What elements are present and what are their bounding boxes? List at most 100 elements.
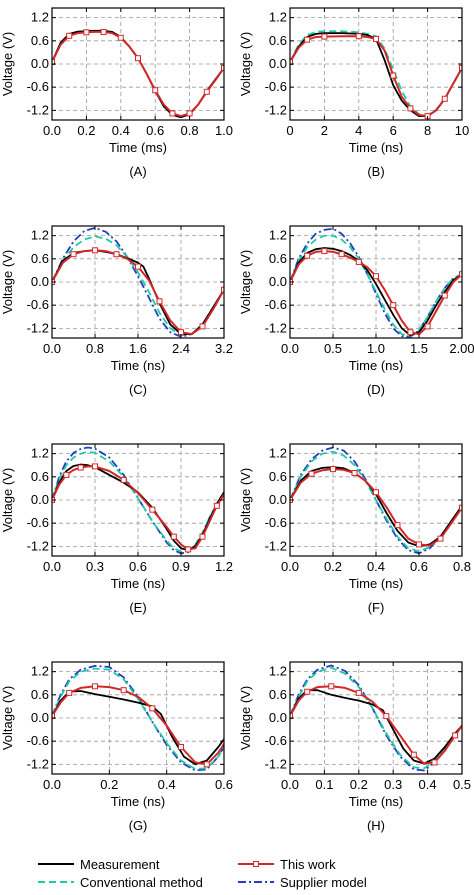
y-tick-label: 0.6 — [269, 687, 287, 702]
y-tick-label: -0.6 — [27, 297, 49, 312]
y-tick-label: -0.6 — [265, 297, 287, 312]
series-marker — [383, 713, 390, 720]
series-marker — [92, 247, 98, 254]
series-marker — [169, 110, 176, 117]
series-marker — [199, 323, 206, 330]
legend-label: This work — [280, 857, 336, 872]
series-marker — [199, 533, 206, 540]
panel-label: (H) — [367, 818, 385, 833]
x-tick-label: 0.2 — [350, 777, 368, 792]
panel-label: (E) — [129, 600, 146, 615]
y-tick-label: 0.0 — [269, 56, 287, 71]
y-tick-label: -0.6 — [27, 515, 49, 530]
series-marker — [441, 95, 448, 102]
y-tick-label: 0.0 — [269, 710, 287, 725]
x-tick-label: 0.4 — [367, 559, 385, 574]
y-tick-label: -0.6 — [265, 79, 287, 94]
x-tick-label: 2.00 — [449, 341, 474, 356]
series-marker — [213, 502, 220, 509]
y-tick-label: -1.2 — [265, 756, 287, 771]
series-marker — [70, 251, 77, 258]
chart-panel-g: 0.0 0.2 0.4 0.6 1.2 0.6 0.0 -0.6 -1.2 Time (ns) Vo… — [0, 661, 233, 833]
x-axis-title: Time (ms) — [109, 140, 167, 155]
y-tick-label: -0.6 — [27, 733, 49, 748]
y-tick-label: 1.2 — [31, 10, 49, 25]
y-tick-label: 1.2 — [269, 446, 287, 461]
series-line-conventional-method — [52, 235, 224, 337]
series-marker — [304, 36, 311, 43]
x-tick-label: 0.4 — [419, 777, 437, 792]
y-tick-label: -1.2 — [27, 102, 49, 117]
x-tick-label: 0 — [286, 123, 293, 138]
series-marker — [156, 298, 163, 305]
y-tick-label: -1.2 — [265, 538, 287, 553]
legend-item-measurement: Measurement — [38, 857, 160, 872]
series-line-supplier-model — [52, 665, 224, 772]
x-tick-label: 10 — [455, 123, 469, 138]
series-marker — [437, 535, 444, 542]
x-tick-label: 1.2 — [215, 559, 233, 574]
panel-label: (C) — [129, 382, 147, 397]
series-marker — [178, 743, 184, 750]
series-line-this-work — [52, 30, 224, 118]
series-line-measurement — [290, 689, 462, 765]
series-marker — [227, 733, 232, 738]
panel-label: (B) — [367, 164, 384, 179]
x-tick-label: 0.8 — [86, 341, 104, 356]
y-tick-label: 0.6 — [31, 469, 49, 484]
x-axis-title: Time (ns) — [111, 576, 165, 591]
series-marker — [221, 64, 224, 71]
x-axis-title: Time (ns) — [349, 358, 403, 373]
series-marker — [135, 55, 141, 62]
legend-item-this-work: This work — [238, 857, 336, 872]
panel-label: (F) — [368, 600, 385, 615]
series-marker — [355, 33, 362, 40]
y-tick-label: 0.6 — [269, 251, 287, 266]
series-line-conventional-method — [290, 234, 462, 338]
y-axis-title: Voltage (V) — [0, 250, 15, 314]
series-marker — [113, 251, 120, 258]
x-tick-label: 2 — [321, 123, 328, 138]
x-tick-label: 3.2 — [215, 341, 233, 356]
x-tick-label: 0.2 — [100, 777, 118, 792]
x-tick-label: 0.0 — [43, 777, 61, 792]
y-axis-title: Voltage (V) — [238, 32, 253, 96]
x-tick-label: 0.6 — [129, 559, 147, 574]
y-axis-title: Voltage (V) — [0, 686, 15, 750]
x-tick-label: 0.6 — [215, 777, 233, 792]
series-marker — [351, 469, 358, 476]
series-marker — [185, 546, 192, 553]
y-tick-label: -1.2 — [27, 538, 49, 553]
x-tick-label: 0.0 — [281, 341, 299, 356]
panel-label: (D) — [367, 382, 385, 397]
y-tick-label: 0.0 — [269, 492, 287, 507]
x-tick-label: 0.0 — [43, 123, 61, 138]
x-tick-label: 0.4 — [158, 777, 176, 792]
series-marker — [407, 329, 414, 336]
x-axis-title: Time (ns) — [349, 794, 403, 809]
x-tick-label: 0.0 — [43, 341, 61, 356]
series-marker — [63, 471, 70, 478]
x-axis-title: Time (ns) — [111, 358, 165, 373]
y-tick-label: -1.2 — [27, 320, 49, 335]
series-marker — [52, 713, 55, 720]
chart-panel-b: 0 2 4 6 8 10 1.2 0.6 0.0 -0.6 -1.2 Time (ns) Voltage… — [238, 7, 469, 179]
series-marker — [416, 541, 422, 548]
legend-item-conventional-method: Conventional method — [38, 875, 203, 890]
x-tick-label: 0.6 — [410, 559, 428, 574]
y-axis-title: Voltage (V) — [238, 686, 253, 750]
x-tick-label: 4 — [355, 123, 362, 138]
series-marker — [373, 489, 379, 496]
y-tick-label: 0.0 — [31, 56, 49, 71]
series-marker — [203, 761, 210, 768]
chart-panel-d: 0.0 0.5 1.0 1.5 2.00 1.2 0.6 0.0 -0.6 -1.2 Time (n… — [238, 225, 474, 397]
x-tick-label: 0.2 — [77, 123, 95, 138]
series-marker — [66, 32, 73, 39]
chart-panel-a: 0.0 0.2 0.4 0.6 0.8 1.0 1.2 0.6 0.0 -0.6 -1.2 Time … — [0, 7, 233, 179]
series-line-this-work — [52, 685, 224, 766]
chart-panel-e: 0.0 0.3 0.6 0.9 1.2 1.2 0.6 0.0 -0.6 -1.2 Time (ns… — [0, 443, 233, 615]
series-line-this-work — [290, 35, 462, 118]
series-marker — [459, 271, 462, 278]
y-tick-label: 0.0 — [31, 274, 49, 289]
y-tick-label: 1.2 — [269, 10, 287, 25]
